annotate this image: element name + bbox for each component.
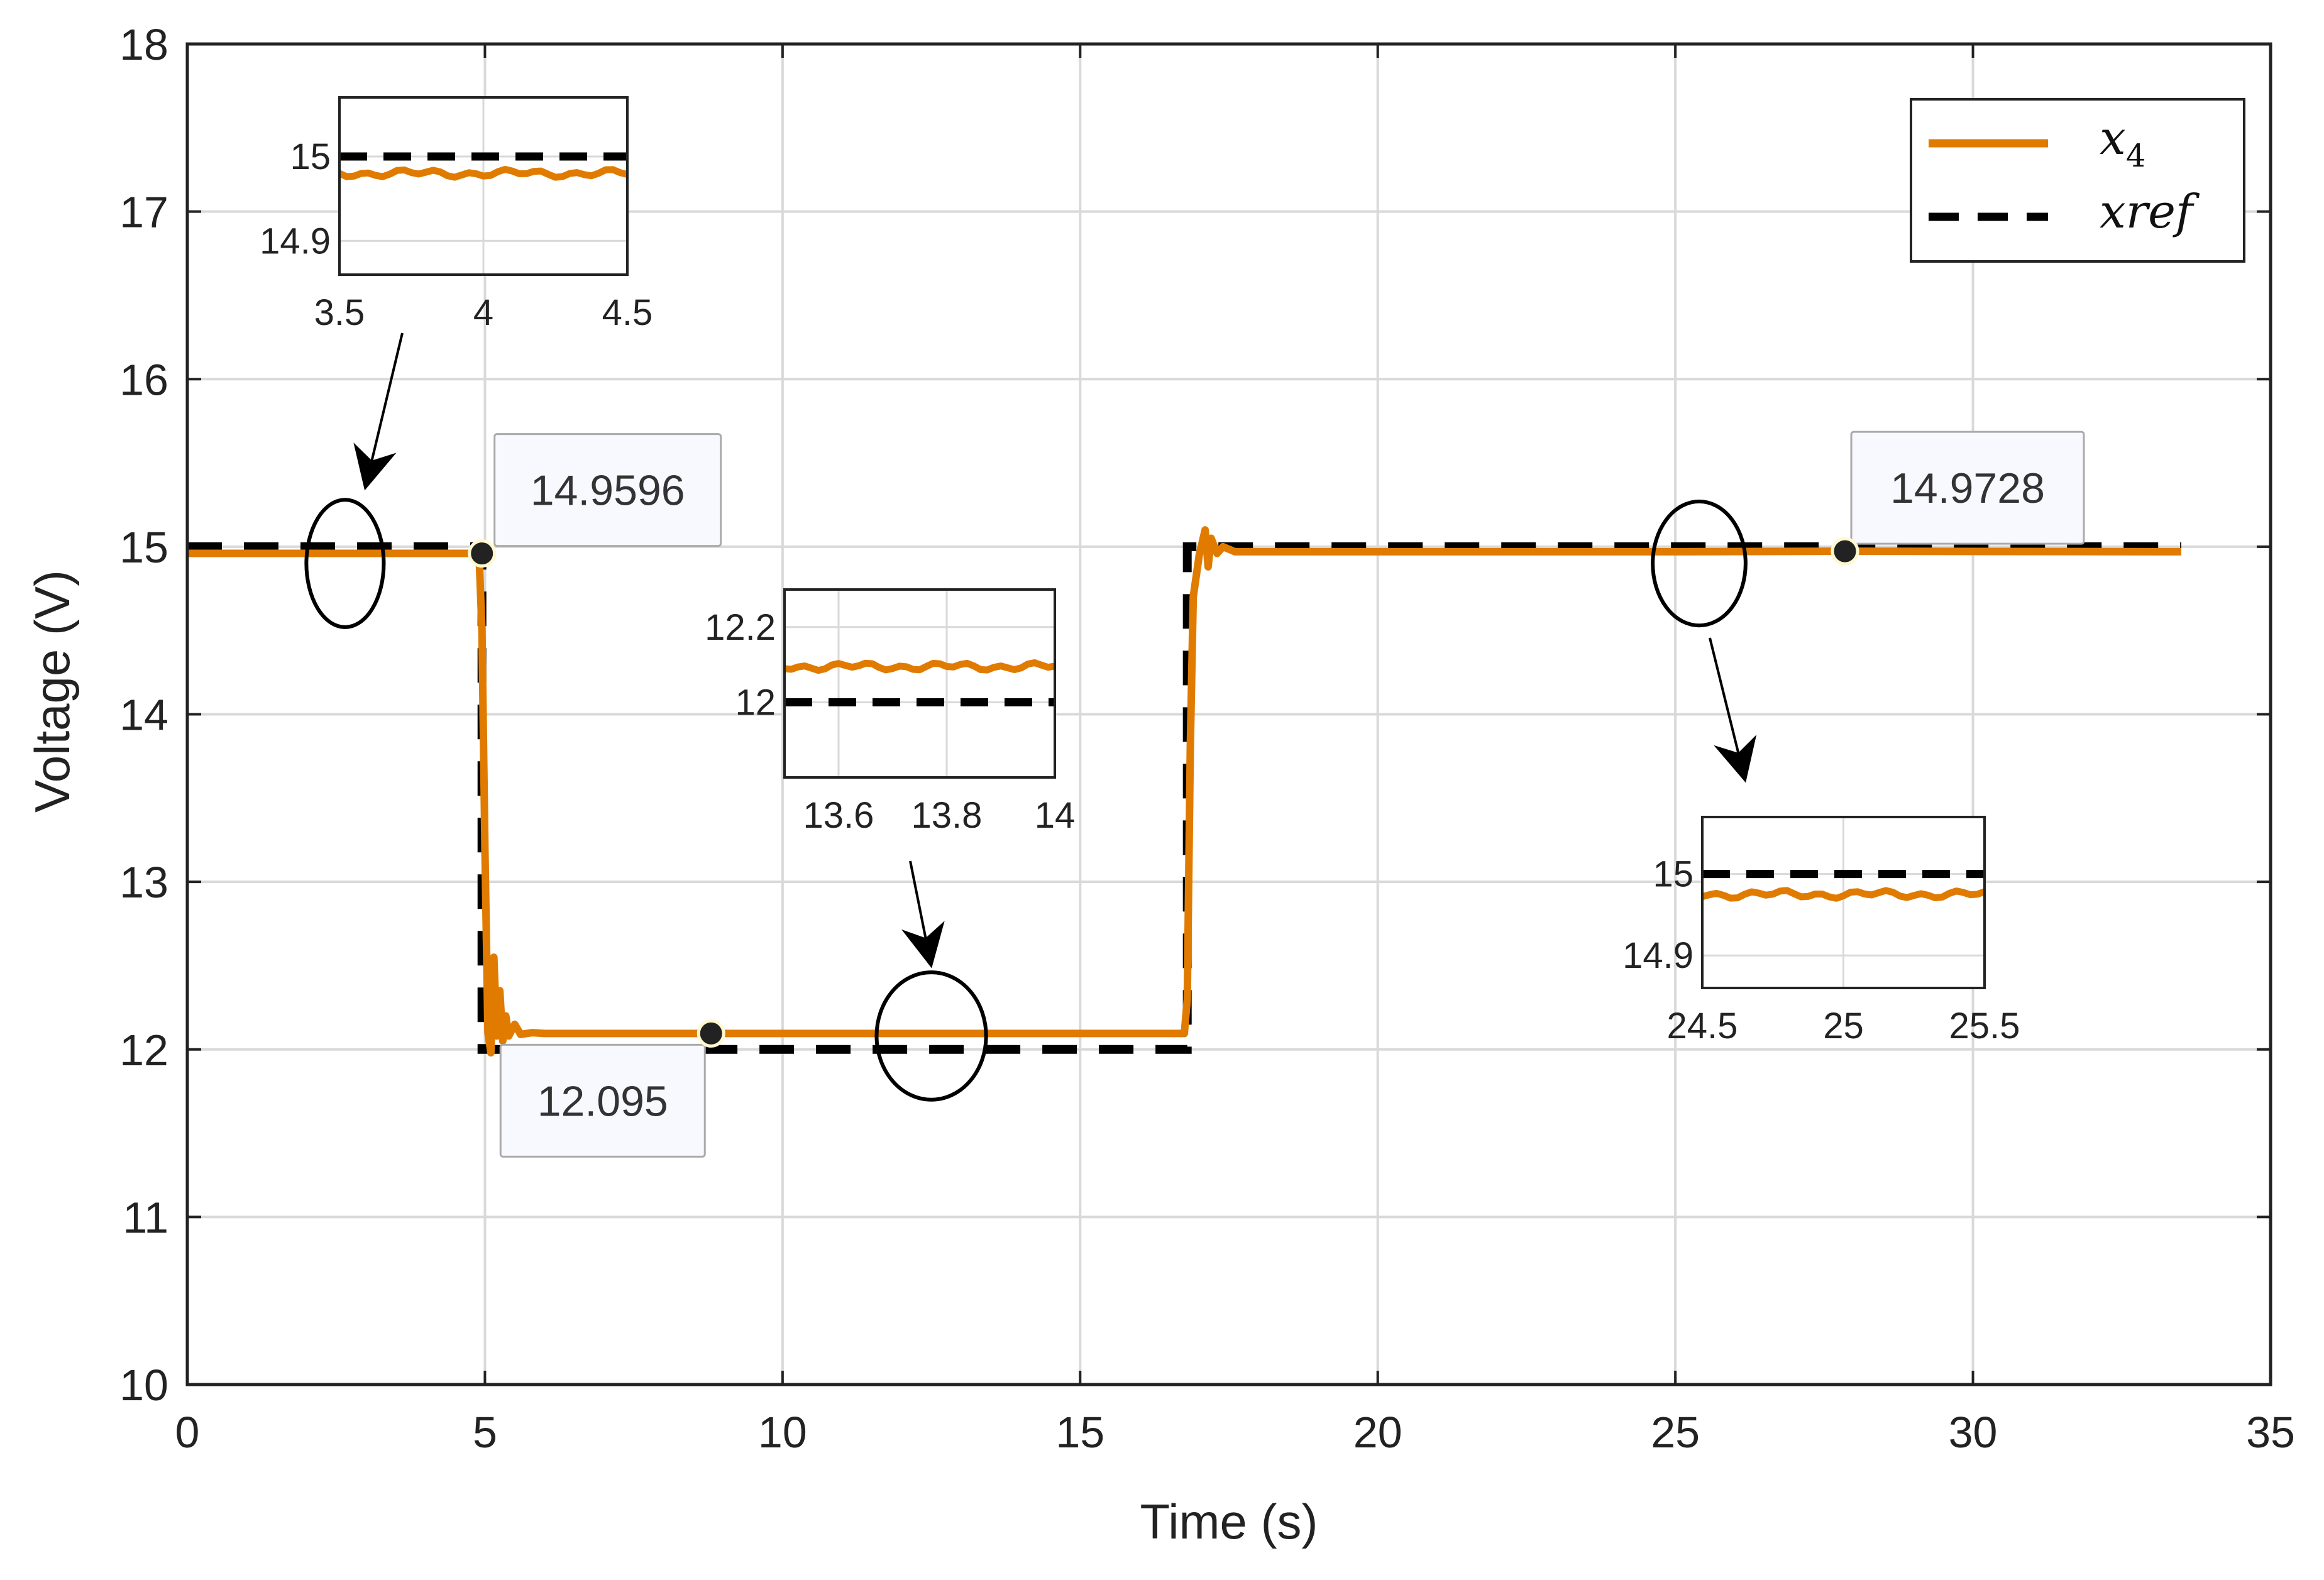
x-tick-label: 5 <box>473 1408 497 1457</box>
series-line-xref <box>187 542 2181 1054</box>
inset-y-tick-label: 12 <box>735 682 776 723</box>
zoom-ellipse <box>1651 499 1748 628</box>
legend-box <box>1910 98 2245 263</box>
series-line-x4 <box>187 526 2182 1057</box>
x-axis-title: Time (s) <box>1140 1494 1318 1549</box>
data-tip-marker <box>697 1019 725 1048</box>
inset-x-tick-label: 25.5 <box>1949 1006 2020 1046</box>
data-tip: 14.9728 <box>1831 431 2085 566</box>
legend: x4 xref <box>1910 98 2245 263</box>
data-tip-box <box>493 433 722 547</box>
inset-plots: 3.5 4 4.5 14.9 15 13.6 13.8 14 12 12.2 24.5 25 25.5 1… <box>260 96 2020 1046</box>
series-lines <box>187 526 2182 1057</box>
data-tip-label: 14.9596 <box>531 467 685 515</box>
legend-label-x4: x4 <box>2100 111 2146 174</box>
inset-x-tick-label: 13.6 <box>803 795 874 836</box>
x-tick-label: 30 <box>1949 1408 1998 1457</box>
y-axis-ticks: 10 11 12 13 14 15 16 17 18 <box>119 20 2271 1410</box>
inset-y-tick-label: 15 <box>1653 854 1693 895</box>
inset-y-tick-label: 12.2 <box>705 607 776 648</box>
inset-x-tick-label: 25 <box>1823 1006 1864 1046</box>
y-tick-label: 12 <box>119 1026 168 1075</box>
data-tips: 14.9596 12.095 14.9728 <box>468 431 2085 1158</box>
y-tick-label: 14 <box>119 691 168 740</box>
x-tick-label: 15 <box>1055 1408 1104 1457</box>
zoom-markers <box>304 332 1757 1102</box>
inset-frame <box>338 96 629 276</box>
inset-line-x4 <box>1701 887 1986 902</box>
data-tip-box <box>1850 431 2085 545</box>
inset-x-tick-label: 13.8 <box>911 795 983 836</box>
inset-plot: 24.5 25 25.5 14.9 15 <box>1622 816 2020 1046</box>
x-tick-label: 25 <box>1651 1408 1700 1457</box>
inset-x-tick-label: 24.5 <box>1667 1006 1738 1046</box>
x-tick-label: 0 <box>175 1408 200 1457</box>
x-tick-label: 20 <box>1353 1408 1402 1457</box>
plot-frame <box>185 42 2272 1386</box>
y-axis-title: Voltage (V) <box>25 570 80 813</box>
data-tip-marker <box>468 539 497 568</box>
inset-x-tick-label: 4.5 <box>602 292 653 333</box>
inset-line-x4 <box>784 659 1055 674</box>
data-tip-label: 14.9728 <box>1890 464 2045 512</box>
y-tick-label: 13 <box>119 858 168 907</box>
inset-background <box>785 590 1055 777</box>
inset-y-tick-label: 15 <box>290 136 331 177</box>
y-tick-label: 11 <box>123 1193 168 1242</box>
inset-plot: 3.5 4 4.5 14.9 15 <box>260 96 653 333</box>
data-tip-label: 12.095 <box>537 1077 668 1125</box>
x-tick-label: 10 <box>758 1408 807 1457</box>
legend-label-xref: xref <box>2100 185 2200 239</box>
inset-line-x4 <box>338 166 629 181</box>
inset-x-tick-label: 14 <box>1035 795 1076 836</box>
y-tick-label: 17 <box>119 188 168 237</box>
data-tip-marker <box>1831 537 1859 566</box>
data-tip: 14.9596 <box>468 433 722 568</box>
zoom-ellipse <box>304 498 386 629</box>
inset-frame <box>1701 816 1986 989</box>
inset-x-tick-label: 4 <box>473 292 493 333</box>
zoom-ellipse <box>874 970 988 1102</box>
y-tick-label: 15 <box>119 523 168 572</box>
data-tip-box <box>499 1043 706 1158</box>
zoom-arrow <box>901 860 945 968</box>
x-tick-label: 35 <box>2246 1408 2295 1457</box>
y-tick-label: 10 <box>119 1361 168 1410</box>
inset-frame <box>783 588 1056 779</box>
zoom-arrow <box>1709 637 1757 783</box>
x-axis-ticks: 0 5 10 15 20 25 30 35 <box>175 44 2295 1457</box>
y-tick-label: 16 <box>119 355 168 404</box>
data-tip: 12.095 <box>499 1019 725 1158</box>
inset-y-tick-label: 14.9 <box>260 221 331 261</box>
inset-x-tick-label: 3.5 <box>314 292 365 333</box>
zoom-arrow <box>353 332 404 491</box>
inset-y-tick-label: 14.9 <box>1622 935 1693 976</box>
y-tick-label: 18 <box>119 20 168 69</box>
inset-plot: 13.6 13.8 14 12 12.2 <box>705 588 1076 836</box>
